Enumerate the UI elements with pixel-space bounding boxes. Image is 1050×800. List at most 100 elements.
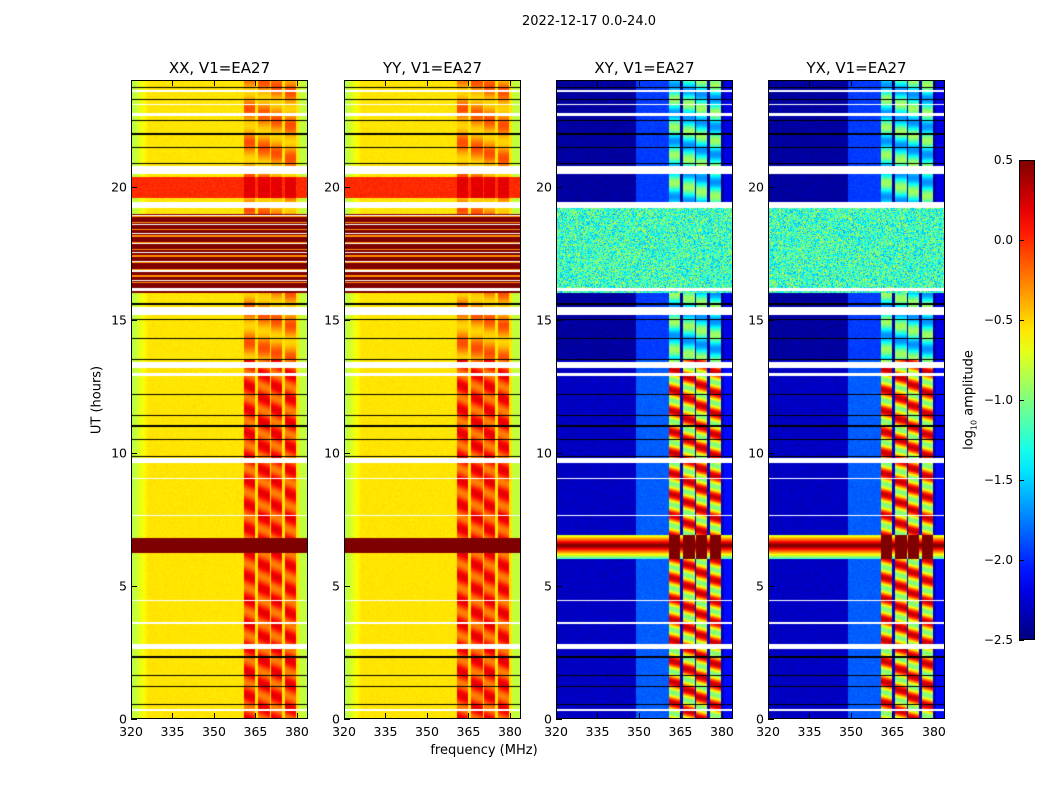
y-tick-label: 10 (536, 445, 552, 461)
x-tick-label: 350 (627, 724, 651, 739)
y-tick-label: 20 (536, 179, 552, 194)
x-tick-label: 380 (285, 724, 309, 739)
figure-title: 2022-12-17 0.0-24.0 (522, 14, 656, 29)
x-tick-mark-top (680, 80, 682, 86)
x-tick-mark (850, 713, 852, 719)
colorbar-label-rest: amplitude (961, 350, 977, 420)
panel-title: YX, V1=EA27 (806, 59, 907, 77)
y-tick-mark (768, 186, 774, 188)
heatmap-panel-3 (768, 80, 945, 719)
y-axis-label: UT (hours) (89, 365, 105, 435)
x-tick-mark (509, 713, 511, 719)
x-tick-mark-top (172, 80, 174, 86)
y-tick-label: 20 (324, 179, 340, 194)
y-tick-mark (131, 719, 137, 720)
x-tick-mark-top (768, 80, 769, 86)
panel-title: XX, V1=EA27 (168, 59, 271, 77)
x-tick-mark (172, 713, 174, 719)
x-tick-mark (385, 713, 387, 719)
colorbar-tick-mark (1019, 400, 1024, 401)
x-tick-label: 320 (756, 724, 780, 739)
x-tick-mark-top (213, 80, 215, 86)
x-tick-mark (768, 713, 769, 719)
heatmap-image (345, 81, 520, 718)
y-tick-label: 0 (119, 711, 127, 727)
x-tick-mark (296, 713, 298, 719)
y-tick-mark (556, 319, 562, 321)
y-tick-label: 0 (332, 711, 340, 727)
y-tick-mark (344, 452, 350, 454)
x-tick-label: 380 (498, 724, 522, 739)
heatmap-panel-0 (131, 80, 308, 719)
y-tick-label: 10 (324, 445, 340, 461)
colorbar-tick-label: −0.5 (983, 313, 1013, 327)
y-tick-mark (768, 319, 774, 321)
colorbar-tick-mark (1019, 240, 1024, 241)
y-tick-label: 15 (536, 312, 552, 328)
colorbar-tick-mark (1019, 640, 1024, 641)
x-axis-label: frequency (MHz) (430, 743, 538, 758)
heatmap-panel-1 (344, 80, 521, 719)
x-tick-label: 335 (373, 724, 398, 739)
x-tick-mark-top (255, 80, 257, 86)
y-tick-label: 0 (544, 711, 552, 727)
x-tick-mark-top (296, 80, 298, 86)
x-tick-label: 350 (415, 724, 439, 739)
x-tick-mark-top (850, 80, 852, 86)
x-tick-mark (680, 713, 682, 719)
y-tick-label: 0 (756, 711, 764, 727)
y-tick-label: 10 (748, 445, 764, 461)
y-tick-label: 15 (111, 312, 127, 328)
x-tick-mark-top (638, 80, 640, 86)
x-tick-label: 365 (668, 724, 693, 739)
x-tick-mark (721, 713, 723, 719)
y-tick-mark (556, 719, 562, 720)
x-tick-mark (638, 713, 640, 719)
x-tick-label: 320 (119, 724, 143, 739)
panel-title: YY, V1=EA27 (382, 59, 483, 77)
y-tick-label: 15 (324, 312, 340, 328)
y-tick-mark (768, 719, 774, 720)
colorbar-tick-mark (1019, 560, 1024, 561)
x-tick-mark (809, 713, 811, 719)
x-tick-label: 350 (839, 724, 863, 739)
colorbar-tick-mark (1019, 320, 1024, 321)
colorbar-label-subscript: 10 (969, 419, 979, 431)
x-tick-mark (933, 713, 935, 719)
x-tick-mark (213, 713, 215, 719)
x-tick-label: 320 (332, 724, 356, 739)
colorbar-label-log: log (961, 430, 977, 450)
y-tick-mark (344, 186, 350, 188)
colorbar-tick-label: −1.5 (983, 473, 1013, 487)
x-tick-mark-top (385, 80, 387, 86)
y-tick-label: 5 (756, 578, 764, 594)
y-tick-mark (131, 452, 137, 454)
heatmap-panel-2 (556, 80, 733, 719)
x-tick-label: 350 (202, 724, 226, 739)
x-tick-mark (556, 713, 557, 719)
y-tick-mark (344, 719, 350, 720)
y-tick-mark (344, 319, 350, 321)
y-tick-mark (556, 585, 562, 587)
x-tick-label: 365 (243, 724, 268, 739)
y-tick-label: 15 (748, 312, 764, 328)
y-tick-mark (556, 186, 562, 188)
y-tick-label: 20 (748, 179, 764, 194)
x-tick-mark-top (809, 80, 811, 86)
x-tick-label: 380 (710, 724, 734, 739)
x-tick-mark (597, 713, 599, 719)
x-tick-mark-top (344, 80, 345, 86)
heatmap-image (132, 81, 307, 718)
panel-title: XY, V1=EA27 (594, 59, 695, 77)
y-tick-label: 20 (111, 179, 127, 194)
y-tick-mark (556, 452, 562, 454)
x-tick-label: 365 (880, 724, 905, 739)
colorbar-tick-label: −1.0 (983, 393, 1013, 407)
x-tick-label: 365 (456, 724, 481, 739)
x-tick-mark (426, 713, 428, 719)
x-tick-mark (892, 713, 894, 719)
x-tick-label: 380 (922, 724, 946, 739)
x-tick-label: 335 (797, 724, 822, 739)
x-tick-mark-top (131, 80, 132, 86)
x-tick-mark (468, 713, 470, 719)
